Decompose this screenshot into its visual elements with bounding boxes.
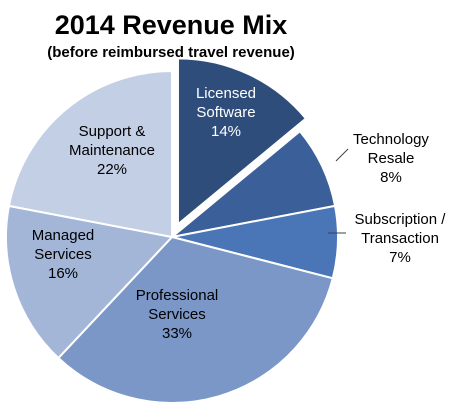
chart-title: 2014 Revenue Mix [55,10,288,40]
slice-label: Managed Services 16% [32,227,95,282]
slice-label: Support & Maintenance 22% [69,123,155,178]
slice-label: Professional Services 33% [136,287,219,342]
slice-label: Subscription / Transaction 7% [355,211,447,266]
leader-line [335,148,349,162]
pie-slice [176,57,308,227]
pie-slice [7,69,173,239]
chart-subtitle: (before reimbursed travel revenue) [47,44,295,61]
slice-label: Licensed Software 14% [196,85,256,140]
pie-slice [5,204,174,360]
slice-label: Technology Resale 8% [353,131,429,186]
pie-slice [56,235,335,404]
